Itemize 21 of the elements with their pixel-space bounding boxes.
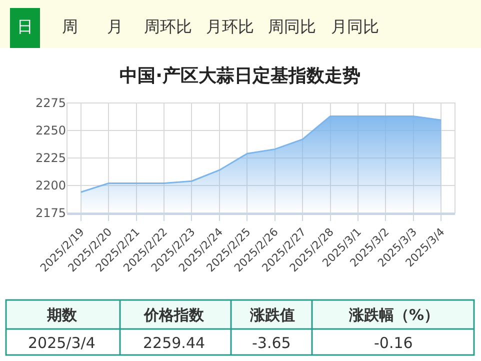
y-tick-label: 2175 bbox=[35, 206, 66, 220]
text: 涨跌幅（%） bbox=[348, 306, 440, 324]
text: 月同比 bbox=[331, 17, 379, 36]
text: 月环比 bbox=[206, 17, 254, 36]
text: 日 bbox=[17, 17, 33, 36]
text: -3.65 bbox=[252, 334, 291, 352]
y-tick-label: 2225 bbox=[35, 151, 66, 166]
text: 涨跌值 bbox=[249, 306, 295, 324]
text: 2259.44 bbox=[143, 334, 206, 352]
text: 月 bbox=[107, 17, 123, 36]
chart-title: 中国·产区大蒜日定基指数走势 bbox=[120, 65, 360, 86]
text: 期数 bbox=[46, 306, 78, 324]
text: 周同比 bbox=[268, 17, 316, 36]
y-tick-label: 2250 bbox=[35, 124, 66, 138]
text: 周环比 bbox=[144, 17, 192, 36]
y-tick-label: 2275 bbox=[35, 96, 66, 110]
text: 2025/3/4 bbox=[28, 334, 96, 352]
text: -0.16 bbox=[374, 334, 413, 352]
y-tick-label: 2200 bbox=[35, 178, 66, 193]
text: 周 bbox=[62, 17, 78, 36]
text: 价格指数 bbox=[143, 306, 205, 324]
